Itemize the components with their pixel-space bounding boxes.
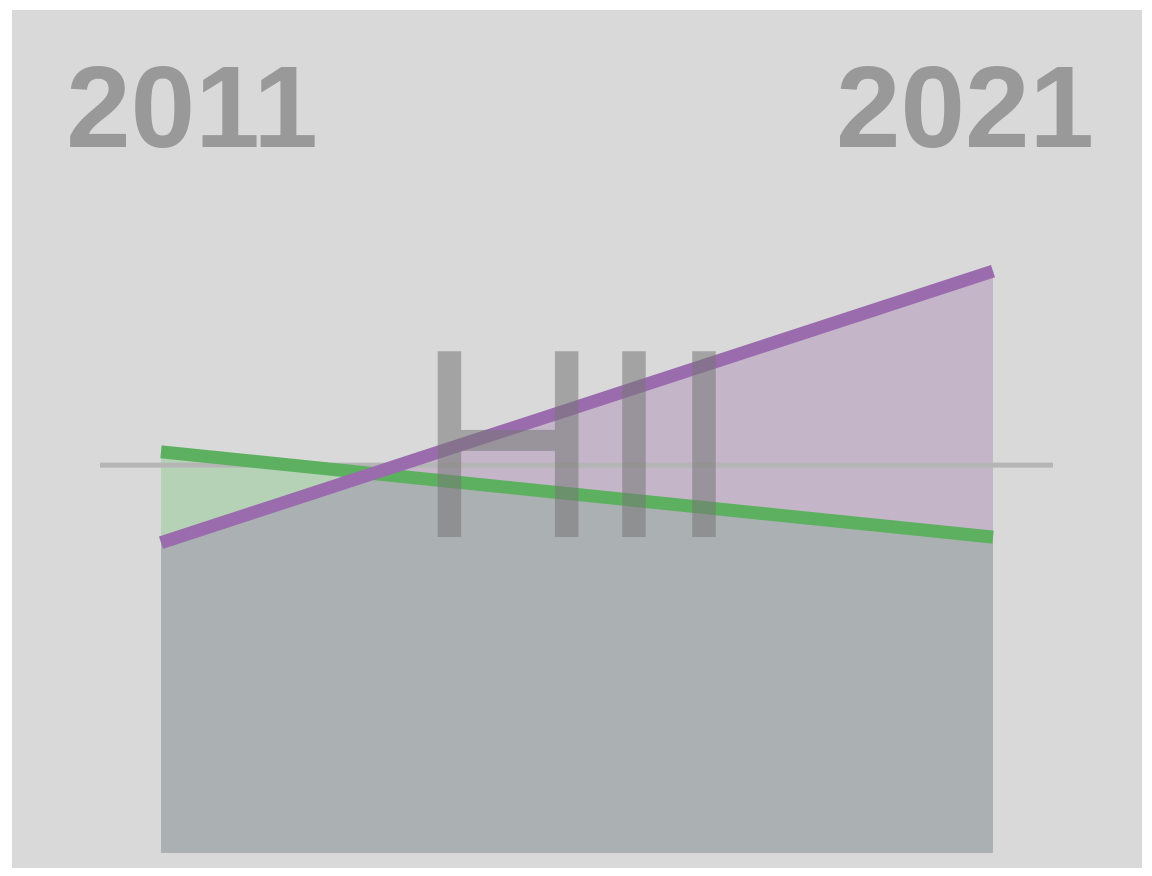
series-1-line — [160, 445, 994, 544]
year-label-end: 2021 — [836, 42, 1094, 172]
series-lines — [158, 264, 996, 549]
area-fills — [161, 271, 993, 853]
year-label-start: 2011 — [66, 42, 318, 172]
watermark-text: HII — [417, 294, 739, 595]
series-2-line — [158, 264, 996, 549]
overlap-area — [161, 473, 993, 853]
